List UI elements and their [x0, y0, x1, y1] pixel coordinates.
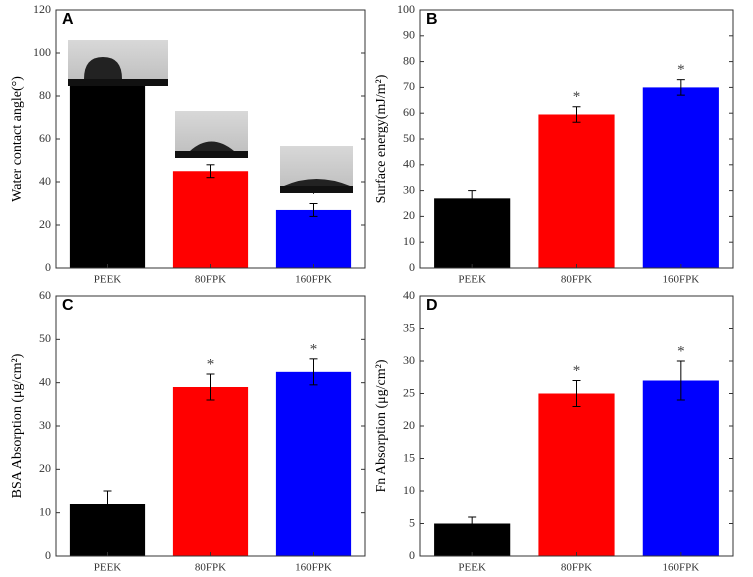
y-tick-label: 30	[403, 182, 415, 196]
y-tick-label: 90	[403, 28, 415, 42]
y-tick-label: 35	[403, 320, 415, 334]
x-tick-label: PEEK	[458, 562, 486, 574]
y-tick-label: 0	[45, 260, 51, 274]
x-tick-label: 80FPK	[195, 274, 226, 286]
error-bar	[103, 490, 112, 518]
significance-mark: *	[310, 341, 318, 357]
y-tick-label: 40	[39, 374, 51, 388]
y-tick-label: 30	[403, 353, 415, 367]
y-tick-label: 5	[409, 515, 415, 529]
droplet-image	[175, 111, 248, 158]
error-bar	[206, 164, 215, 179]
y-axis-label: Fn Absorption (μg/cm²)	[374, 359, 389, 492]
droplet-image	[280, 146, 353, 193]
error-bar	[206, 373, 215, 401]
bar	[538, 393, 615, 556]
significance-mark: *	[573, 363, 581, 379]
bar	[275, 371, 352, 556]
panel-letter: D	[426, 297, 438, 314]
y-tick-label: 40	[39, 174, 51, 188]
y-tick-label: 20	[403, 418, 415, 432]
error-bar	[309, 203, 318, 217]
y-tick-label: 0	[409, 548, 415, 562]
panel-letter: C	[62, 297, 74, 314]
y-tick-label: 10	[403, 483, 415, 497]
y-tick-label: 80	[403, 53, 415, 67]
x-tick-label: 80FPK	[561, 562, 592, 574]
significance-mark: *	[573, 89, 581, 105]
y-tick-label: 50	[39, 331, 51, 345]
droplet-images	[68, 40, 353, 193]
plot-frame	[55, 9, 366, 269]
x-tick-label: 160FPK	[295, 274, 332, 286]
error-bar	[676, 360, 685, 401]
y-tick-label: 0	[45, 548, 51, 562]
significance-mark: *	[310, 186, 318, 202]
x-tick-label: PEEK	[458, 274, 486, 286]
y-axis-label: BSA Absorption (μg/cm²)	[10, 353, 25, 498]
y-tick-label: 100	[397, 2, 415, 16]
y-tick-label: 20	[39, 217, 51, 231]
significance-mark: *	[677, 343, 685, 359]
x-tick-label: 160FPK	[662, 562, 699, 574]
y-tick-label: 30	[39, 418, 51, 432]
bar	[642, 380, 719, 556]
bar	[69, 78, 146, 268]
y-tick-label: 40	[403, 157, 415, 171]
y-tick-label: 40	[403, 288, 415, 302]
plot-frame	[419, 9, 734, 269]
bar	[434, 198, 511, 268]
x-tick-label: PEEK	[94, 562, 122, 574]
x-tick-label: 80FPK	[195, 562, 226, 574]
plot-frame	[55, 295, 366, 557]
y-tick-label: 70	[403, 79, 415, 93]
bar	[172, 387, 249, 556]
y-tick-label: 0	[409, 260, 415, 274]
y-tick-label: 80	[39, 88, 51, 102]
x-tick-label: PEEK	[94, 274, 122, 286]
x-tick-label: 160FPK	[295, 562, 332, 574]
error-bar	[309, 358, 318, 386]
bar	[172, 171, 249, 268]
y-tick-label: 50	[403, 131, 415, 145]
error-bar	[468, 516, 477, 531]
y-tick-label: 60	[403, 105, 415, 119]
y-tick-label: 15	[403, 450, 415, 464]
y-tick-label: 120	[33, 2, 51, 16]
bar	[538, 114, 615, 269]
panel-letter: A	[62, 11, 74, 28]
y-axis-label: Water contact angle(°)	[10, 76, 25, 202]
x-tick-label: 80FPK	[561, 274, 592, 286]
y-tick-label: 60	[39, 131, 51, 145]
bar	[642, 87, 719, 269]
y-axis-label: Surface energy(mJ/m²)	[374, 74, 389, 203]
significance-mark: *	[207, 356, 215, 372]
y-tick-label: 10	[403, 234, 415, 248]
y-tick-label: 20	[39, 461, 51, 475]
panel-letter: B	[426, 11, 438, 28]
droplet-image	[68, 40, 168, 86]
y-tick-label: 100	[33, 45, 51, 59]
y-tick-label: 60	[39, 288, 51, 302]
error-bar	[572, 380, 581, 407]
x-tick-label: 160FPK	[662, 274, 699, 286]
error-bar	[468, 190, 477, 207]
significance-mark: *	[677, 62, 685, 78]
plot-frame	[419, 295, 734, 557]
y-tick-label: 10	[39, 504, 51, 518]
y-tick-label: 25	[403, 385, 415, 399]
error-bar	[572, 106, 581, 123]
y-tick-label: 20	[403, 208, 415, 222]
bar	[275, 209, 352, 268]
error-bar	[676, 79, 685, 96]
